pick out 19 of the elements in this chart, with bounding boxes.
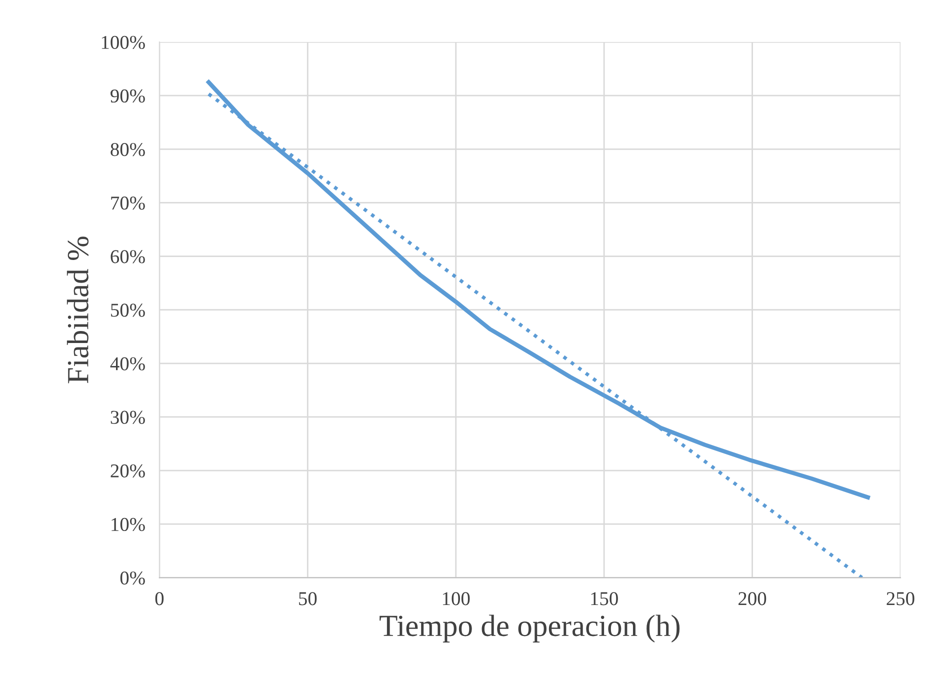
x-axis-title: Tiempo de operacion (h) (380, 614, 680, 642)
y-tick-label: 100% (102, 36, 145, 50)
y-tick-label: 70% (111, 196, 145, 210)
x-tick-label: 50 (299, 592, 317, 606)
x-tick-label: 200 (738, 592, 766, 606)
y-tick-label: 40% (110, 357, 145, 370)
y-tick-label: 60% (110, 250, 145, 264)
y-tick-label: 0% (120, 571, 145, 585)
x-tick-label: 250 (886, 592, 914, 606)
y-tick-label: 20% (110, 464, 145, 478)
x-tick-label: 0 (155, 592, 164, 606)
y-tick-label: 80% (110, 142, 145, 156)
y-tick-label: 10% (112, 518, 145, 532)
x-tick-label: 100 (442, 592, 470, 606)
y-tick-label: 90% (110, 89, 145, 103)
y-axis-title: Fiabiidad % (66, 236, 89, 384)
x-tick-label: 150 (591, 592, 618, 606)
y-tick-label: 50% (111, 304, 145, 317)
y-tick-label: 30% (110, 410, 145, 424)
